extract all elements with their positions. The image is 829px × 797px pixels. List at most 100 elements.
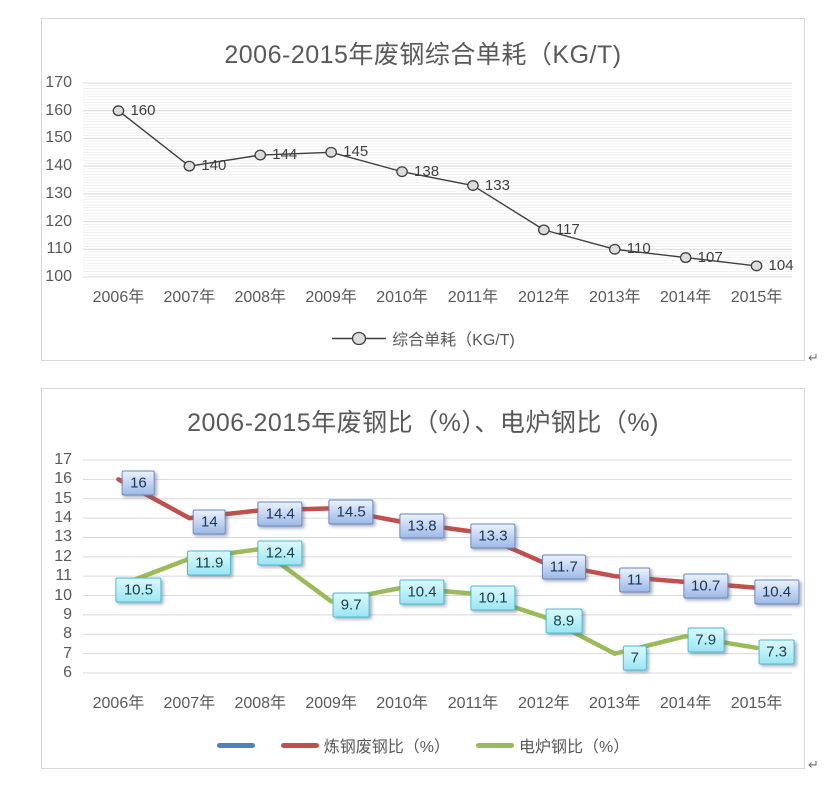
data-point-marker [325,146,337,158]
y-tick-label: 13 [54,528,72,546]
data-label: 11.7 [541,554,586,580]
y-tick-label: 11 [55,567,72,585]
legend: 综合单耗（KG/T) [42,326,804,350]
chart-frame-scrap-ratio[interactable]: 2006-2015年废钢比（%）、电炉钢比（%) 17 16 15 14 13 12 11 1… [41,388,805,769]
data-label: 7 [622,645,647,671]
y-tick-label: 160 [45,101,72,119]
data-label: 10.4 [399,579,445,605]
data-label: 138 [414,162,440,180]
chart-title: 2006-2015年废钢比（%）、电炉钢比（%) [187,409,659,437]
legend: 炼钢废钢比（%） 电炉钢比（%） [42,733,804,757]
data-label: 9.7 [332,592,370,618]
x-tick-label: 2007年 [163,289,216,306]
data-label: 145 [343,143,369,161]
x-tick-label: 2015年 [730,289,783,306]
chart-frame-unit-consumption[interactable]: 2006-2015年废钢综合单耗（KG/T) 170 160 150 140 130 12… [41,18,805,361]
data-label: 13.8 [399,513,445,539]
paragraph-return-mark: ↵ [808,757,819,772]
data-point-marker [467,180,479,191]
y-tick-label: 150 [45,129,72,147]
x-tick-label: 2006年 [92,289,145,306]
y-tick-label: 9 [63,605,72,623]
data-label: 140 [201,157,227,175]
data-point-marker [396,166,408,178]
data-label: 14.4 [257,501,303,527]
data-label: 11 [618,567,651,593]
x-tick-label: 2008年 [234,695,287,712]
legend-swatch-red [280,742,319,748]
y-tick-label: 120 [45,212,72,230]
data-point-marker [254,149,267,161]
x-tick-label: 2006年 [92,695,145,712]
x-tick-label: 2009年 [305,695,357,712]
data-point-marker [183,160,196,172]
legend-item-blue-series [216,742,255,748]
y-tick-label: 16 [54,470,72,488]
plot-area: 170 160 150 140 130 120 110 100 2006年 2007年 2008年 2… [42,19,804,360]
paragraph-return-mark: ↵ [808,350,819,365]
data-label: 10.7 [683,573,729,599]
x-tick-label: 2014年 [659,695,712,712]
legend-swatch-blue [216,742,255,748]
legend-item-scrap-ratio: 炼钢废钢比（%） [280,733,450,757]
x-tick-label: 2010年 [376,289,428,306]
legend-label: 综合单耗（KG/T) [392,332,515,349]
x-tick-label: 2012年 [518,695,570,712]
data-label: 144 [272,146,298,164]
chart-title: 2006-2015年废钢综合单耗（KG/T) [224,41,622,69]
legend-label: 炼钢废钢比（%） [323,739,450,756]
data-point-marker [750,260,763,272]
data-label: 8.9 [545,608,583,634]
x-tick-label: 2013年 [588,289,641,306]
y-tick-label: 140 [45,157,72,175]
y-tick-label: 8 [63,625,72,643]
legend-item: 综合单耗（KG/T) [331,326,515,350]
data-label: 160 [130,101,156,119]
data-point-marker [112,105,125,117]
data-label: 12.4 [257,540,303,566]
x-tick-label: 2012年 [518,289,570,306]
y-tick-label: 110 [46,240,72,258]
y-tick-label: 100 [45,268,72,285]
y-tick-label: 6 [63,664,72,681]
data-point-marker [679,252,692,264]
data-label: 10.5 [115,577,162,603]
data-label: 13.3 [470,523,516,549]
data-label: 7.9 [687,627,725,653]
y-tick-label: 170 [45,74,72,91]
data-label: 16 [122,470,155,496]
legend-label: 电炉钢比（%） [519,739,630,756]
x-tick-label: 2015年 [730,695,783,712]
data-label: 14 [193,509,226,535]
data-label: 133 [484,176,510,194]
chart-canvas [83,82,792,278]
data-label: 104 [768,256,794,274]
data-point-marker [608,243,621,255]
y-tick-label: 7 [63,644,72,662]
y-tick-label: 12 [54,547,72,565]
series-line [117,110,758,267]
data-label: 10.4 [753,579,800,605]
data-label: 7.3 [758,639,795,665]
y-tick-label: 130 [45,184,72,202]
plot-area: 17 16 15 14 13 12 11 10 9 8 7 6 2006年 2007年 2008年 2009年… [42,389,804,768]
legend-line-circle-marker-icon [331,331,387,346]
data-point-marker [537,224,550,236]
data-label: 14.5 [328,499,374,525]
data-label: 10.1 [470,585,516,611]
legend-swatch-green [476,742,514,748]
x-tick-label: 2008年 [234,289,287,306]
y-tick-label: 14 [54,509,72,527]
x-tick-label: 2010年 [376,695,428,712]
y-tick-label: 15 [54,489,72,507]
y-tick-label: 17 [54,451,72,468]
x-tick-label: 2011年 [447,289,499,306]
data-label: 107 [697,248,723,266]
x-tick-label: 2009年 [305,289,357,306]
data-label: 117 [555,220,580,238]
x-tick-label: 2007年 [163,695,216,712]
legend-item-eaf-ratio: 电炉钢比（%） [476,733,629,757]
data-label: 11.9 [187,550,232,576]
data-label: 110 [626,240,651,258]
